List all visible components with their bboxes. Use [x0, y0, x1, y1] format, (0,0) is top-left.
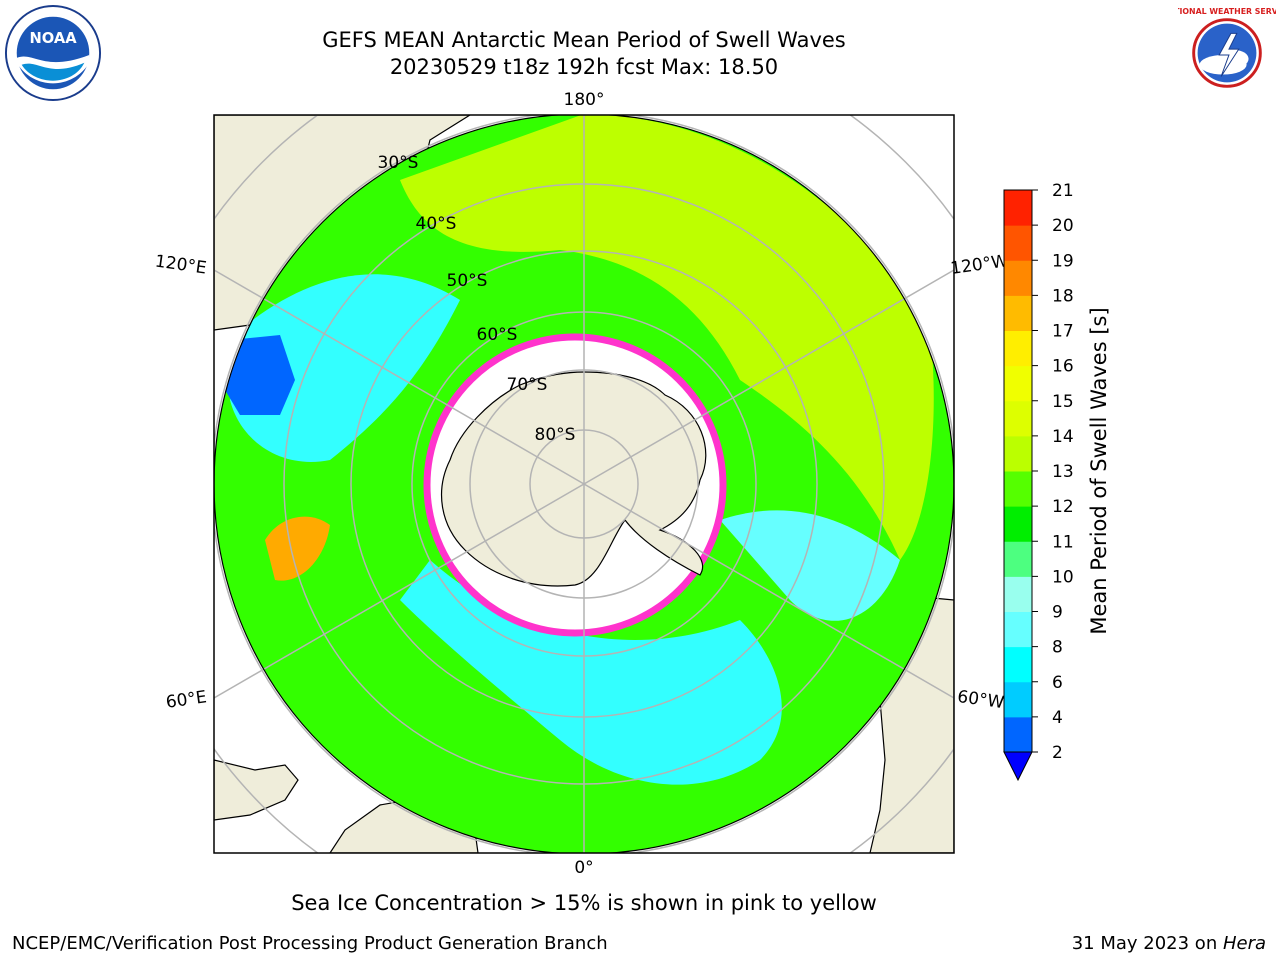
colorbar-tick-label: 12 [1052, 497, 1074, 517]
lat-label-30s: 30°S [378, 153, 419, 173]
colorbar-tick-label: 6 [1052, 673, 1063, 693]
colorbar-segment [1004, 681, 1032, 718]
colorbar-tick-label: 13 [1052, 462, 1074, 482]
noaa-logo: NOAA [4, 4, 102, 102]
lon-label-120w: 120°W [949, 251, 1009, 279]
colorbar-tick-label: 4 [1052, 708, 1063, 728]
lat-label-50s: 50°S [447, 271, 488, 291]
colorbar-segment [1004, 471, 1032, 507]
colorbar-segment [1004, 716, 1032, 753]
lon-label-60w: 60°W [956, 687, 1005, 713]
lon-label-120e: 120°E [154, 252, 208, 279]
noaa-logo-text: NOAA [29, 30, 77, 47]
lon-label-0: 0° [574, 858, 593, 878]
colorbar-tick-label: 10 [1052, 567, 1074, 587]
chart-title: GEFS MEAN Antarctic Mean Period of Swell… [322, 28, 846, 52]
nws-logo: NATIONAL WEATHER SERVICE [1178, 5, 1276, 101]
colorbar-segment [1004, 435, 1032, 472]
lat-label-40s: 40°S [416, 214, 457, 234]
colorbar-segment [1004, 225, 1032, 261]
colorbar-tick-label: 15 [1052, 392, 1074, 412]
swell-low-region-south [400, 560, 782, 785]
colorbar-segment [1004, 190, 1032, 226]
chart-subtitle: 20230529 t18z 192h fcst Max: 18.50 [389, 55, 779, 79]
lon-label-180: 180° [564, 90, 605, 110]
footer-date: 31 May 2023 on Hera [1072, 933, 1266, 954]
colorbar: 2 4 6 8 9 10 11 12 13 14 15 16 17 18 19 20 21 [1003, 181, 1074, 782]
colorbar-segment [1004, 400, 1032, 437]
swell-low-region [230, 274, 460, 462]
colorbar-tick-label: 9 [1052, 603, 1063, 623]
colorbar-segment [1004, 541, 1032, 577]
colorbar-label: Mean Period of Swell Waves [s] [1087, 307, 1111, 634]
colorbar-tick-label: 2 [1052, 743, 1063, 763]
lat-label-60s: 60°S [477, 325, 518, 345]
colorbar-segment [1004, 611, 1032, 648]
colorbar-tick-label: 16 [1052, 357, 1074, 377]
colorbar-segment [1004, 260, 1032, 296]
colorbar-extend-arrow [1003, 751, 1033, 782]
colorbar-segment [1004, 646, 1032, 683]
swell-orange-region [265, 516, 330, 581]
lon-label-60e: 60°E [165, 687, 208, 712]
swell-high-region [400, 115, 934, 560]
footer-date-text: 31 May 2023 on [1071, 933, 1223, 954]
colorbar-tick-label: 11 [1052, 532, 1074, 552]
nws-logo-text: NATIONAL WEATHER SERVICE [1178, 7, 1276, 16]
swell-blue-region [225, 335, 295, 415]
swell-low-region-east [720, 510, 900, 621]
colorbar-segment [1004, 576, 1032, 612]
polar-map: 180° 120°E 120°W 60°E 60°W 0° 30°S 40°S … [154, 90, 1111, 878]
footer-credit: NCEP/EMC/Verification Post Processing Pr… [12, 933, 608, 954]
lat-label-70s: 70°S [507, 375, 548, 395]
footer-host: Hera [1222, 933, 1266, 954]
colorbar-tick-label: 14 [1052, 427, 1074, 447]
colorbar-tick-label: 8 [1052, 638, 1063, 658]
colorbar-tick-label: 19 [1052, 251, 1074, 271]
colorbar-segment [1004, 506, 1032, 542]
colorbar-tick-label: 18 [1052, 286, 1074, 306]
antarctica-land [440, 371, 707, 587]
colorbar-tick-label: 17 [1052, 322, 1074, 342]
colorbar-tick-label: 20 [1052, 216, 1074, 236]
colorbar-segment [1004, 330, 1032, 367]
sea-ice-caption: Sea Ice Concentration > 15% is shown in … [291, 891, 877, 915]
colorbar-segment [1004, 365, 1032, 402]
colorbar-segment [1004, 295, 1032, 331]
graticule [214, 115, 954, 853]
colorbar-tick-label: 21 [1052, 181, 1074, 201]
lat-label-80s: 80°S [535, 425, 576, 445]
